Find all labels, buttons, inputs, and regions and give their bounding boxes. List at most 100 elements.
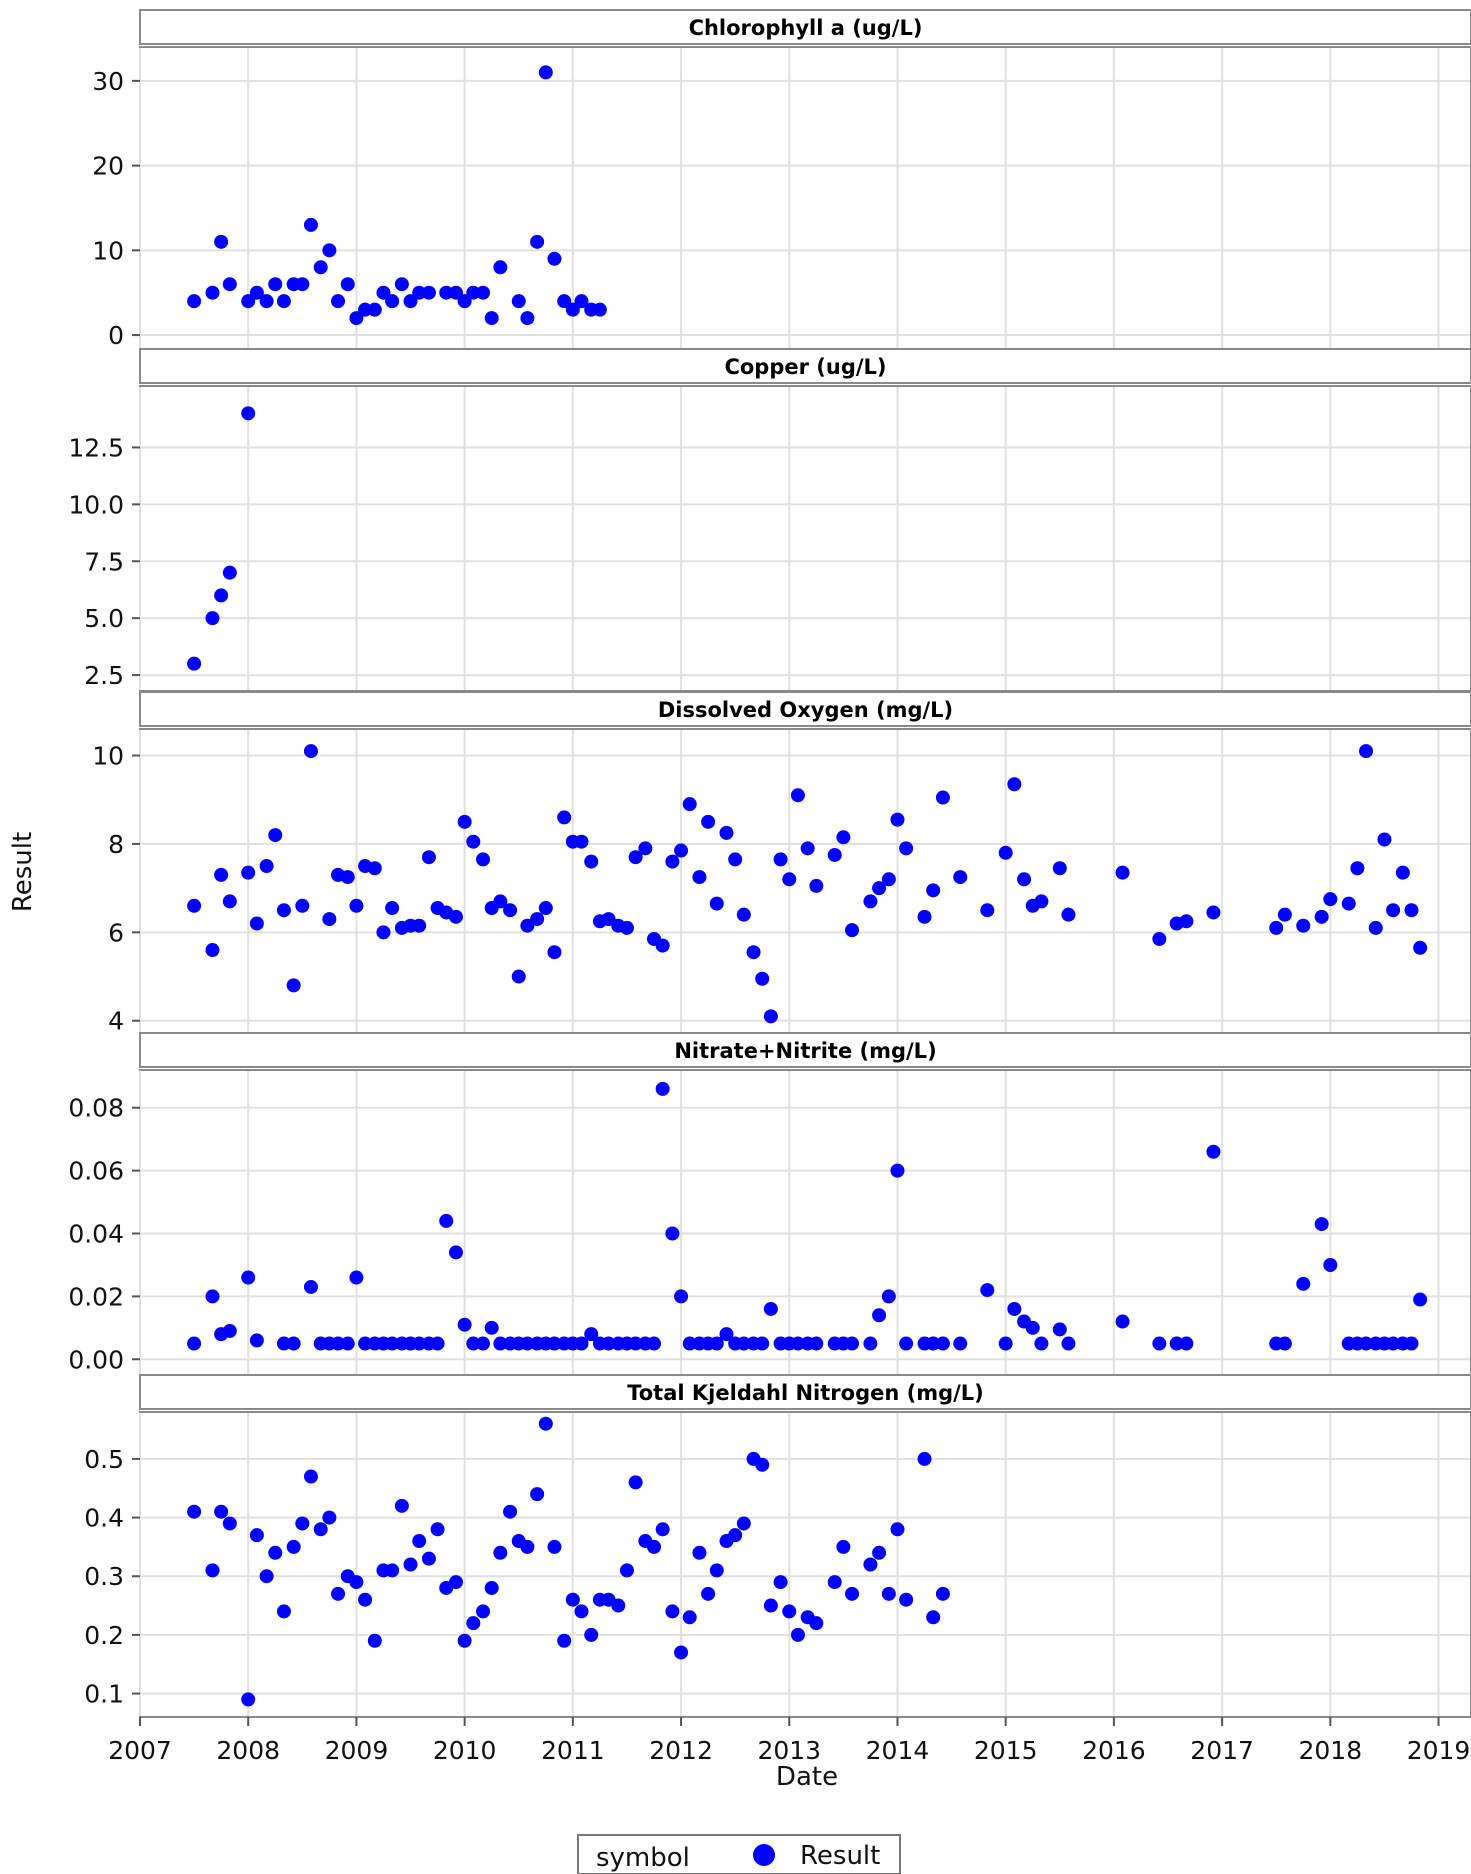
y-tick-label: 0.4	[84, 1504, 124, 1533]
data-point	[268, 277, 283, 292]
data-point	[890, 812, 905, 827]
data-point	[574, 834, 589, 849]
plot-area	[139, 385, 1471, 692]
data-point	[782, 872, 797, 887]
data-point	[1314, 1217, 1329, 1232]
data-point	[476, 852, 491, 867]
data-point	[628, 1475, 643, 1490]
data-point	[899, 841, 914, 856]
data-point	[682, 1336, 697, 1351]
x-tick-label: 2013	[757, 1736, 821, 1765]
data-point	[430, 1336, 445, 1351]
data-point	[601, 1336, 616, 1351]
data-point	[574, 1604, 589, 1619]
data-point	[241, 865, 256, 880]
data-point	[530, 1487, 545, 1502]
data-point	[439, 285, 454, 300]
y-tick-label: 0.3	[84, 1562, 124, 1591]
data-point	[340, 277, 355, 292]
x-axis: 2007 2008 2009 2010 2011 2012 2013 2014 2015 2016…	[108, 1717, 1470, 1765]
data-point	[276, 903, 291, 918]
data-point	[493, 894, 508, 909]
data-point	[276, 1604, 291, 1619]
data-point	[692, 870, 707, 885]
data-point	[187, 656, 202, 671]
data-point	[557, 1633, 572, 1648]
data-point	[448, 1245, 463, 1260]
data-point	[1007, 1301, 1022, 1316]
data-point	[557, 810, 572, 825]
plot-area	[139, 728, 1471, 1035]
data-point	[584, 1327, 599, 1342]
data-point	[1359, 1336, 1374, 1351]
data-point	[565, 1592, 580, 1607]
data-point	[349, 311, 364, 326]
data-point	[872, 1308, 887, 1323]
panel-title: Dissolved Oxygen (mg/L)	[658, 698, 953, 722]
data-point	[421, 850, 436, 865]
data-point	[394, 1498, 409, 1513]
data-point	[286, 1336, 301, 1351]
y-tick-label: 20	[92, 152, 124, 181]
data-point	[187, 898, 202, 913]
data-point	[736, 907, 751, 922]
data-point	[241, 294, 256, 309]
data-point	[574, 294, 589, 309]
data-point	[1115, 1314, 1130, 1329]
data-point	[448, 1575, 463, 1590]
data-point	[926, 883, 941, 898]
x-tick-label: 2011	[541, 1736, 605, 1765]
data-point	[214, 588, 229, 603]
data-point	[466, 1616, 481, 1631]
legend-entry-label: Result	[800, 1841, 880, 1871]
data-point	[249, 285, 264, 300]
data-point	[538, 65, 553, 80]
data-point	[638, 841, 653, 856]
y-tick-label: 0.04	[68, 1220, 124, 1249]
data-point	[1377, 832, 1392, 847]
data-point	[476, 1336, 491, 1351]
data-point	[349, 898, 364, 913]
data-point	[276, 1336, 291, 1351]
data-point	[1277, 907, 1292, 922]
data-point	[836, 830, 851, 845]
data-point	[493, 1545, 508, 1560]
data-point	[358, 302, 373, 317]
data-point	[205, 1289, 220, 1304]
legend-marker-icon	[753, 1844, 775, 1866]
data-point	[827, 1575, 842, 1590]
y-tick-label: 10.0	[68, 490, 124, 519]
data-point	[836, 1539, 851, 1554]
data-point	[476, 285, 491, 300]
x-tick-label: 2014	[866, 1736, 930, 1765]
data-point	[1152, 931, 1167, 946]
data-point	[917, 1451, 932, 1466]
data-point	[313, 1522, 328, 1537]
data-point	[674, 843, 689, 858]
data-point	[385, 901, 400, 916]
y-tick-label: 0.06	[68, 1157, 124, 1186]
data-point	[1277, 1336, 1292, 1351]
x-tick-label: 2019	[1407, 1736, 1471, 1765]
data-point	[241, 406, 256, 421]
data-point	[845, 1586, 860, 1601]
data-point	[205, 1563, 220, 1578]
data-point	[1323, 892, 1338, 907]
data-point	[1034, 894, 1049, 909]
data-point	[655, 938, 670, 953]
data-point	[457, 294, 472, 309]
data-point	[313, 260, 328, 275]
data-point	[466, 1336, 481, 1351]
y-tick-label: 5.0	[84, 604, 124, 633]
data-point	[1179, 1336, 1194, 1351]
data-point	[331, 1336, 346, 1351]
data-point	[574, 1336, 589, 1351]
plot-area	[139, 46, 1471, 353]
data-point	[520, 311, 535, 326]
panel-title: Chlorophyll a (ug/L)	[689, 16, 923, 40]
data-point	[584, 1627, 599, 1642]
data-point	[385, 1563, 400, 1578]
data-point	[205, 611, 220, 626]
data-point	[249, 1528, 264, 1543]
